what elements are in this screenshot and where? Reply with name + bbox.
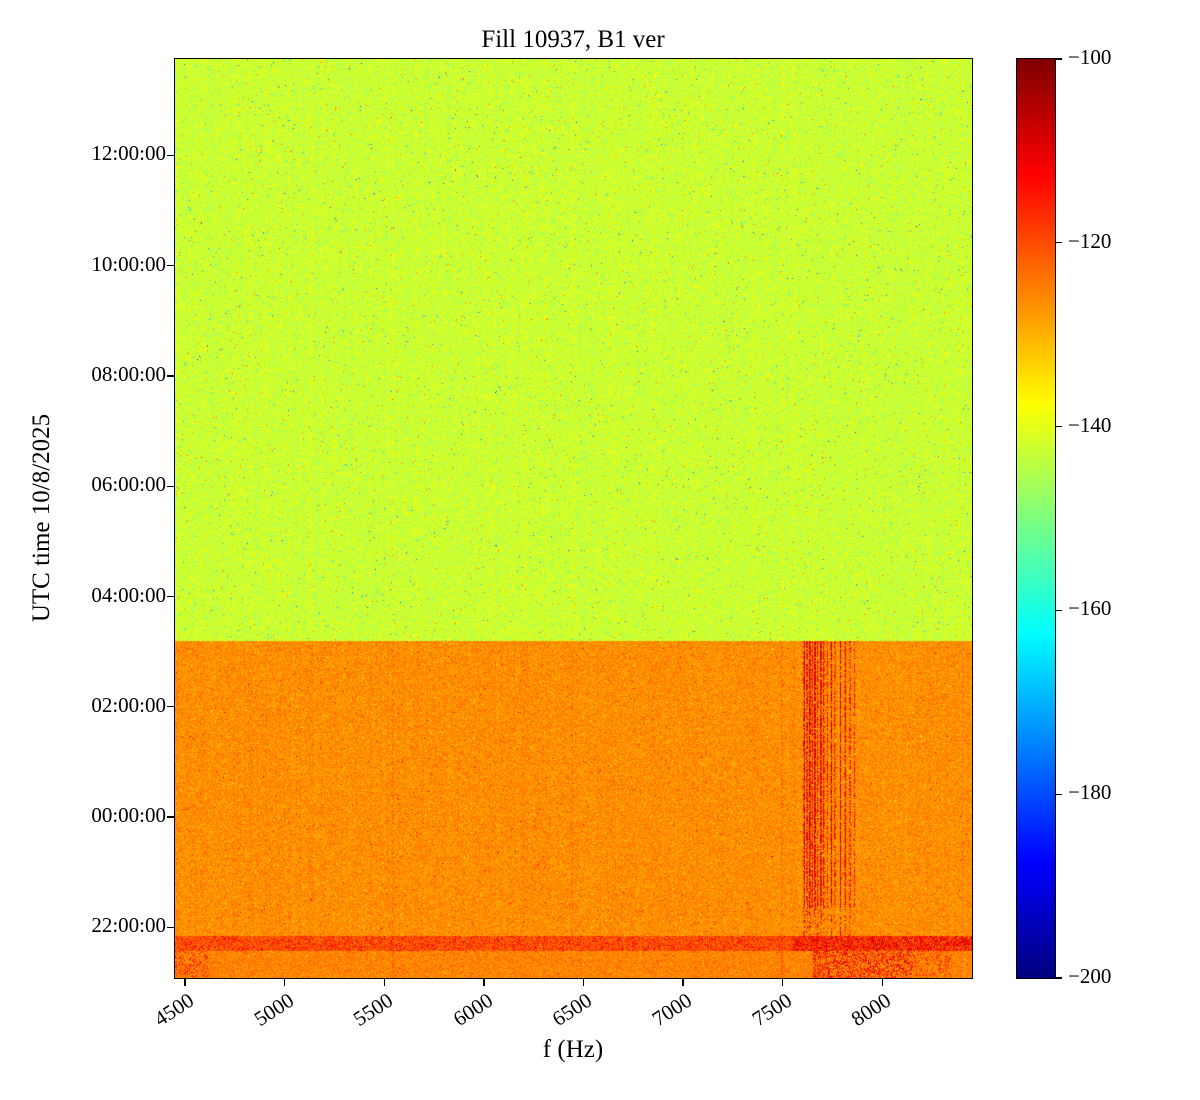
y-tick-label: 02:00:00: [91, 692, 166, 717]
colorbar-tick-label: −180: [1068, 780, 1112, 805]
x-tick-label: 5000: [249, 988, 298, 1032]
y-tick-mark: [167, 926, 174, 928]
x-tick-label: 8000: [847, 988, 896, 1032]
y-tick-mark: [167, 816, 174, 818]
x-tick-mark: [483, 979, 485, 986]
x-tick-mark: [682, 979, 684, 986]
y-tick-label: 08:00:00: [91, 361, 166, 386]
x-tick-mark: [881, 979, 884, 986]
plot-title: Fill 10937, B1 ver: [481, 26, 665, 53]
y-tick-label: 22:00:00: [91, 913, 166, 938]
colorbar-tick-label: −200: [1068, 964, 1112, 988]
colorbar-tick-mark: [1056, 793, 1062, 795]
x-tick-label: 7000: [647, 988, 697, 1032]
x-tick-mark: [283, 979, 286, 986]
spectrogram-heatmap: [174, 58, 973, 979]
colorbar-tick-mark: [1056, 425, 1062, 428]
x-axis-label: f (Hz): [542, 1036, 604, 1063]
colorbar-tick-label: −140: [1068, 412, 1112, 437]
colorbar-tick-mark: [1056, 609, 1062, 612]
colorbar-tick-label: −100: [1068, 45, 1112, 69]
y-tick-mark: [167, 595, 174, 598]
colorbar-tick-label: −160: [1068, 596, 1112, 621]
x-tick-label: 7500: [747, 988, 796, 1032]
y-tick-mark: [167, 706, 174, 708]
y-tick-mark: [167, 485, 174, 487]
y-tick-label: 00:00:00: [91, 803, 166, 828]
x-tick-mark: [383, 979, 385, 986]
x-tick-label: 4500: [149, 988, 199, 1032]
x-tick-label: 6000: [448, 988, 497, 1032]
y-tick-label: 10:00:00: [91, 251, 166, 276]
y-tick-label: 12:00:00: [91, 141, 166, 166]
y-tick-mark: [167, 375, 174, 377]
y-tick-mark: [167, 154, 174, 157]
x-tick-mark: [782, 979, 784, 986]
colorbar-tick-mark: [1056, 58, 1062, 60]
colorbar-gradient: [1016, 58, 1056, 979]
x-tick-label: 5500: [348, 988, 398, 1032]
y-tick-label: 04:00:00: [91, 582, 166, 607]
y-tick-label: 06:00:00: [91, 472, 166, 497]
colorbar-tick-mark: [1056, 977, 1062, 979]
x-tick-mark: [582, 979, 585, 986]
x-tick-mark: [184, 979, 186, 986]
y-tick-mark: [167, 265, 174, 267]
colorbar-tick-mark: [1056, 242, 1062, 244]
colorbar-tick-label: −120: [1068, 228, 1112, 253]
